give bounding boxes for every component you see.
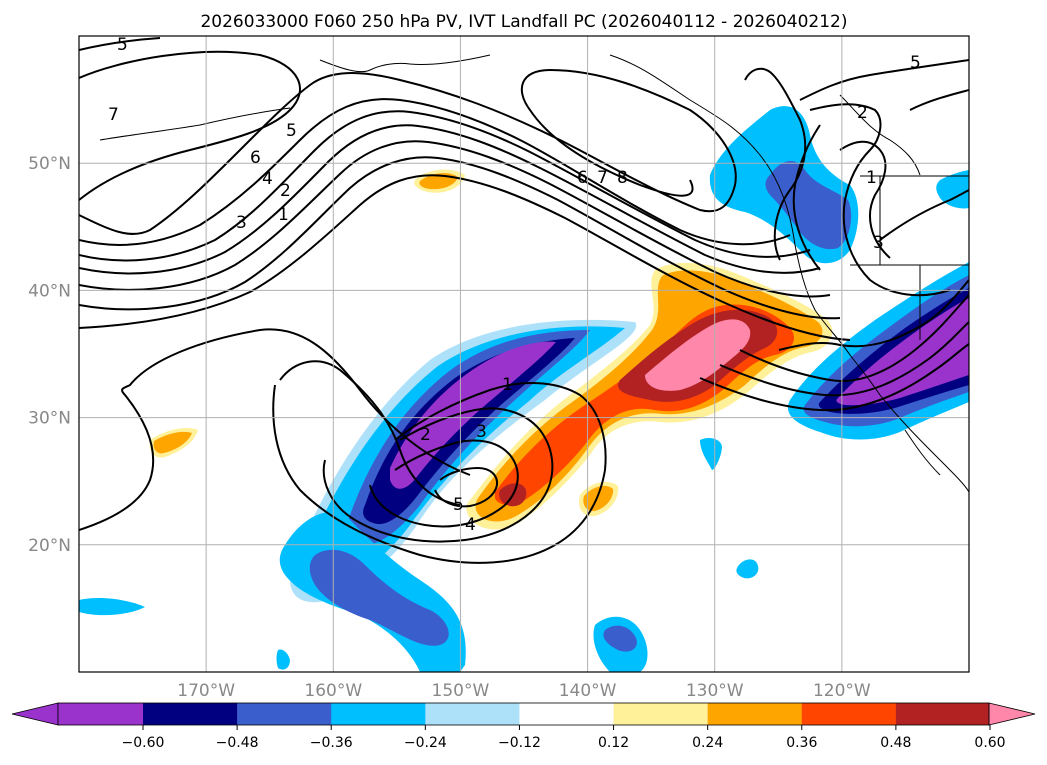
- colorbar: −0.60 −0.48 −0.36 −0.24 −0.12 0.12 0.24 0.36 0.4…: [11, 702, 1036, 751]
- lon-tick-label: 170°W: [177, 681, 235, 701]
- chart-title: 2026033000 F060 250 hPa PV, IVT Landfall…: [200, 12, 847, 32]
- contour-label: 1: [502, 375, 513, 395]
- colorbar-segment: [237, 703, 332, 725]
- map-area: [79, 36, 969, 672]
- lat-tick-label: 50°N: [28, 154, 71, 174]
- negative-northeast: [709, 106, 969, 264]
- colorbar-tick-label: −0.24: [404, 735, 447, 751]
- lon-tick-label: 130°W: [686, 681, 744, 701]
- colorbar-tick-label: 0.36: [786, 735, 817, 751]
- contour-label: 4: [465, 515, 476, 535]
- lon-tick-label: 120°W: [813, 681, 871, 701]
- colorbar-outline: [57, 702, 990, 726]
- contour-label: 6: [250, 148, 261, 168]
- longitude-labels: 170°W 160°W 150°W 140°W 130°W 120°W: [177, 681, 871, 701]
- lat-tick-label: 20°N: [28, 536, 71, 556]
- contour-label: 6: [577, 168, 588, 188]
- contour-label: 1: [866, 168, 877, 188]
- colorbar-segment: [143, 703, 238, 725]
- colorbar-segment: [895, 703, 991, 725]
- gridlines: [79, 36, 969, 672]
- colorbar-tick-label: 0.60: [974, 735, 1005, 751]
- contour-labels: 5 7 5 6 4 2 3 1 6 7 8 5 2 1 3 1 2 3 5 4: [108, 35, 921, 535]
- colorbar-segment: [801, 703, 897, 725]
- colorbar-segment: [331, 703, 426, 725]
- lon-tick-label: 160°W: [304, 681, 362, 701]
- contour-label: 7: [597, 168, 608, 188]
- positive-band: [149, 169, 833, 530]
- colorbar-segment: [613, 703, 709, 725]
- colorbar-tick-label: −0.48: [216, 735, 259, 751]
- colorbar-tick-label: 0.12: [598, 735, 629, 751]
- colorbar-extend-max: [988, 702, 1036, 726]
- contour-label: 5: [286, 121, 297, 141]
- colorbar-segment: [707, 703, 803, 725]
- contour-label: 2: [280, 181, 291, 201]
- colorbar-segment: [425, 703, 520, 725]
- contour-label: 2: [857, 103, 868, 123]
- colorbar-tick-label: 0.24: [692, 735, 723, 751]
- contour-label: 4: [262, 169, 273, 189]
- coastlines: [99, 54, 969, 493]
- colorbar-tick-label: −0.12: [498, 735, 541, 751]
- colorbar-segment: [519, 703, 615, 725]
- colorbar-tick-label: −0.60: [122, 735, 165, 751]
- contour-label: 3: [873, 233, 884, 253]
- map-frame: [78, 35, 970, 673]
- negative-south: [79, 438, 759, 672]
- lon-tick-label: 150°W: [432, 681, 490, 701]
- lat-tick-label: 30°N: [28, 409, 71, 429]
- colorbar-tick-label: −0.36: [310, 735, 353, 751]
- contour-label: 5: [453, 495, 464, 515]
- contour-label: 7: [108, 105, 119, 125]
- lon-tick-label: 140°W: [559, 681, 617, 701]
- contour-label: 3: [236, 213, 247, 233]
- contour-label: 1: [278, 205, 289, 225]
- contour-label: 2: [420, 425, 431, 445]
- lat-tick-label: 40°N: [28, 281, 71, 301]
- contour-label: 5: [117, 35, 128, 55]
- colorbar-tick-label: 0.48: [880, 735, 911, 751]
- contour-label: 3: [476, 422, 487, 442]
- contour-label: 5: [910, 53, 921, 73]
- colorbar-segment: [58, 703, 143, 725]
- contour-label: 8: [617, 168, 628, 188]
- colorbar-extend-min: [11, 702, 59, 726]
- contour-lines: [79, 37, 969, 564]
- latitude-labels: 20°N 30°N 40°N 50°N: [28, 154, 71, 556]
